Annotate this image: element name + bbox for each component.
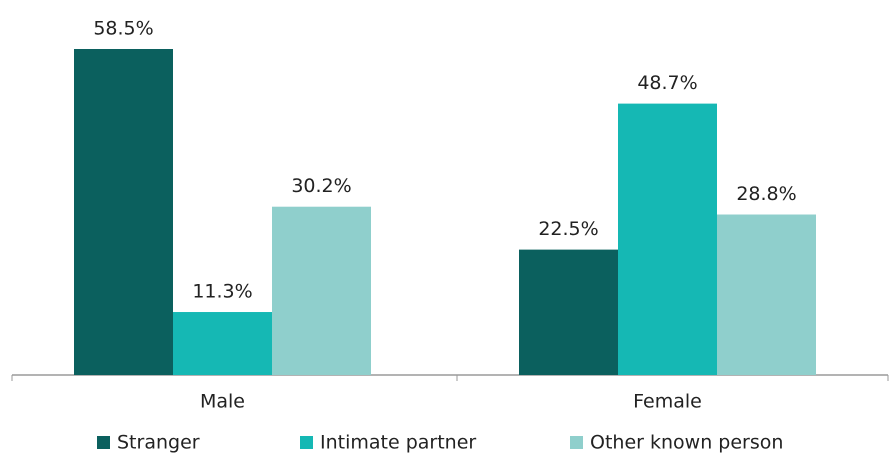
bar — [74, 49, 173, 375]
legend-swatch — [570, 436, 583, 449]
x-tick-label: Male — [200, 391, 245, 413]
legend-label: Stranger — [117, 432, 200, 454]
legend-swatch — [97, 436, 110, 449]
legend-label: Other known person — [590, 432, 783, 454]
legend-swatch — [300, 436, 313, 449]
data-label: 48.7% — [637, 72, 697, 94]
bar — [717, 214, 816, 375]
data-label: 58.5% — [93, 18, 153, 40]
bar — [618, 103, 717, 375]
data-label: 28.8% — [736, 183, 796, 205]
legend-label: Intimate partner — [320, 432, 476, 454]
bar — [519, 249, 618, 375]
bar — [272, 206, 371, 375]
data-label: 22.5% — [538, 218, 598, 240]
data-label: 11.3% — [192, 281, 252, 303]
x-tick-label: Female — [633, 391, 702, 413]
bar — [173, 312, 272, 375]
data-label: 30.2% — [291, 175, 351, 197]
